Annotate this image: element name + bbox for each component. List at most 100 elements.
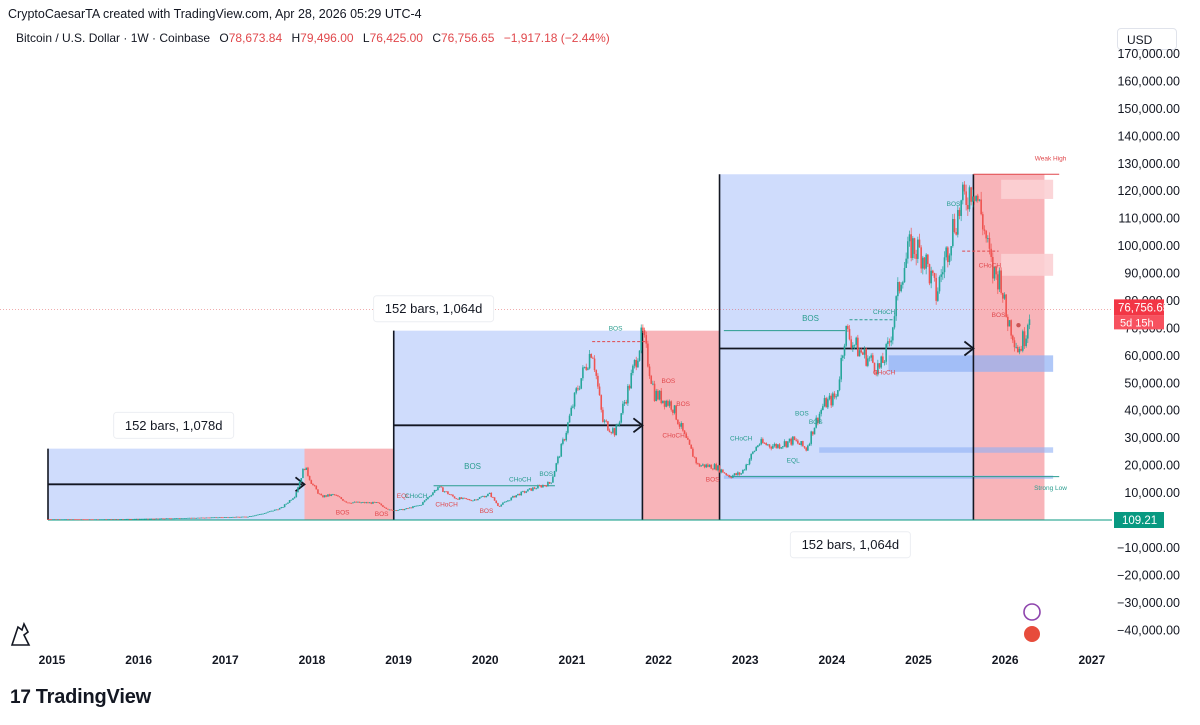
candle-body — [265, 512, 268, 514]
candle-body — [978, 199, 981, 201]
currency-button[interactable]: USD — [1117, 28, 1177, 50]
candle-body — [53, 519, 56, 520]
candle-body — [147, 518, 149, 520]
candle-body — [277, 509, 279, 511]
candle-body — [995, 266, 997, 275]
candle-body — [993, 266, 996, 279]
candle-body — [990, 248, 992, 257]
candle-body — [117, 519, 119, 520]
tradingview-logo[interactable]: 17 TradingView — [10, 686, 151, 709]
candle-body — [455, 498, 458, 500]
candle-body — [707, 464, 709, 467]
candle-body — [65, 519, 68, 520]
annotation-choch: CHoCH — [662, 433, 685, 440]
candle-body — [938, 276, 941, 292]
high-label: H — [291, 31, 301, 45]
candle-body — [385, 507, 388, 509]
candle-body — [303, 468, 306, 470]
candle-body — [940, 274, 942, 277]
candle-body — [505, 501, 508, 503]
candle-body — [643, 330, 646, 336]
candle-body — [660, 390, 663, 404]
candle-body — [770, 446, 772, 449]
candle-body — [173, 518, 176, 520]
candle-body — [792, 436, 794, 445]
candle-body — [80, 519, 83, 521]
candle-body — [243, 516, 246, 518]
demand-zone-mid — [819, 447, 1054, 453]
symbol-name[interactable]: Bitcoin / U.S. Dollar · 1W · Coinbase — [16, 31, 211, 45]
candle-body — [578, 388, 581, 390]
candle-body — [630, 373, 633, 389]
candle-body — [307, 467, 309, 476]
candle-body — [900, 284, 902, 292]
candle-body — [540, 485, 543, 488]
candle-body — [245, 516, 248, 518]
candle-body — [1008, 320, 1011, 327]
candle-body — [213, 517, 216, 519]
candle-body — [1002, 292, 1004, 299]
candle-body — [483, 496, 486, 498]
candle-body — [383, 506, 386, 508]
candle-body — [928, 264, 931, 284]
candle-body — [807, 445, 809, 451]
candle-body — [317, 489, 319, 494]
candle-body — [97, 519, 99, 521]
candle-body — [95, 519, 98, 521]
candle-body — [733, 473, 736, 476]
candle-body — [520, 491, 523, 496]
candle-body — [783, 441, 786, 447]
candle-body — [403, 509, 406, 511]
candle-body — [1000, 270, 1002, 293]
candle-body — [902, 282, 904, 285]
candle-body — [845, 325, 847, 346]
candle-body — [1005, 294, 1007, 317]
change-value: −1,917.18 (−2.44%) — [503, 31, 610, 45]
symbol-legend: Bitcoin / U.S. Dollar · 1W · Coinbase O7… — [16, 31, 610, 45]
candle-body — [812, 431, 814, 435]
candle-body — [703, 464, 706, 468]
x-tick-label: 2023 — [732, 653, 759, 667]
candle-body — [103, 519, 106, 520]
candle-body — [532, 487, 534, 491]
candle-body — [767, 444, 769, 446]
candle-body — [270, 510, 273, 512]
candle-body — [468, 499, 471, 501]
candle-body — [777, 444, 779, 448]
candle-body — [247, 516, 249, 518]
candle-body — [373, 501, 376, 503]
candle-body — [603, 420, 606, 422]
candle-body — [310, 480, 313, 484]
candle-body — [328, 494, 331, 496]
candle-body — [958, 210, 961, 216]
candle-body — [232, 516, 234, 518]
y-tick-label: 150,000.00 — [1117, 102, 1180, 116]
candle-body — [847, 325, 849, 329]
candle-body — [150, 518, 153, 520]
candle-body — [858, 350, 861, 357]
candle-body — [857, 337, 859, 357]
candle-body — [533, 487, 536, 489]
candle-body — [607, 421, 609, 431]
candle-body — [885, 344, 887, 362]
supply-zone-upper — [1001, 179, 1054, 199]
candle-body — [565, 432, 568, 441]
candle-body — [485, 495, 488, 498]
candle-body — [262, 513, 264, 515]
zone-red-5 — [973, 174, 1045, 521]
candle-body — [58, 519, 61, 521]
candle-body — [538, 485, 541, 487]
candle-body — [352, 502, 354, 504]
candle-body — [407, 508, 409, 509]
candle-body — [298, 481, 301, 488]
brand-name: TradingView — [35, 686, 151, 708]
candle-body — [355, 501, 358, 503]
y-tick-label: 140,000.00 — [1117, 129, 1180, 143]
candle-body — [415, 505, 418, 507]
candle-body — [782, 446, 784, 448]
candle-body — [547, 482, 549, 487]
y-tick-label: 170,000.00 — [1117, 47, 1180, 61]
last-price-tag — [1114, 299, 1164, 316]
annotation-bos: BOS — [375, 511, 389, 518]
